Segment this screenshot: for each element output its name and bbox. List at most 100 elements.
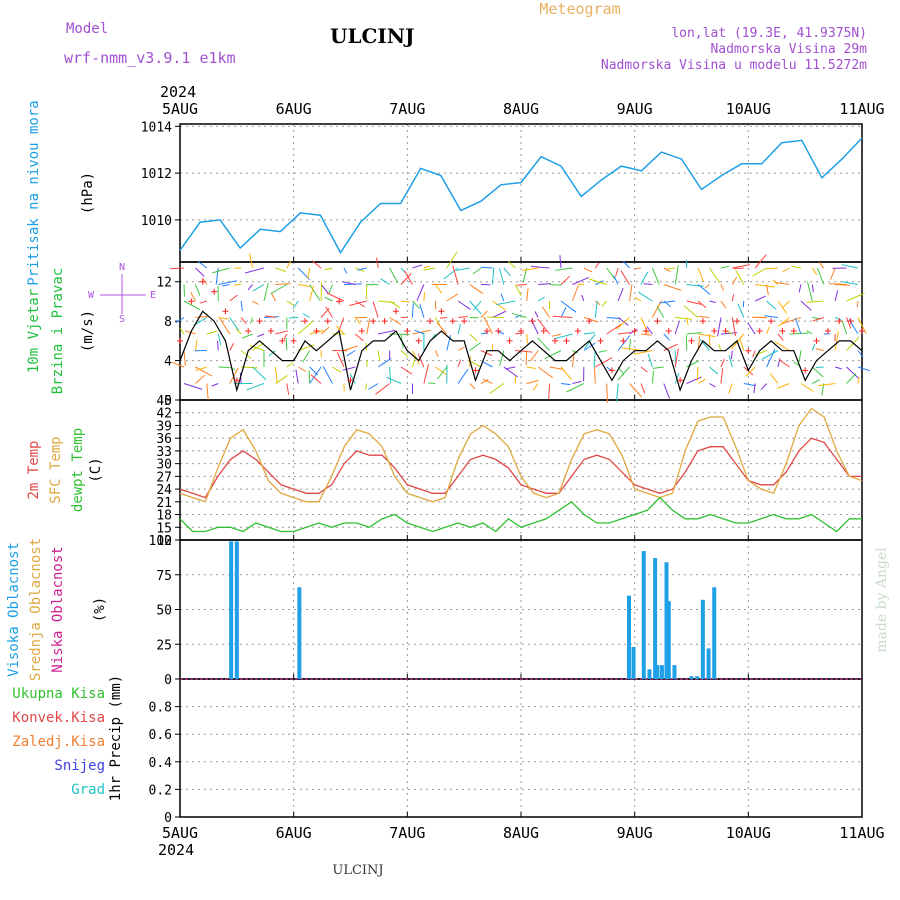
wind-arrow	[572, 350, 579, 354]
year-top: 2024	[160, 83, 196, 101]
day-axis-group: 5AUG 5AUG 6AUG 6AUG 7AUG 7AUG 8AUG 8AUG 9AUG 9AUG…	[162, 100, 885, 842]
day-label-bottom: 8AUG	[503, 824, 539, 842]
wind-arrow	[292, 300, 299, 309]
wind-arrow	[400, 350, 409, 358]
wind-arrow	[378, 329, 396, 335]
panel-unit: 1hr Precip (mm)	[108, 675, 124, 801]
wind-arrow	[288, 317, 299, 319]
wind-arrow	[760, 383, 767, 391]
wind-arrow	[222, 284, 230, 287]
gust-marker	[540, 328, 547, 334]
wind-arrow	[717, 317, 722, 337]
wind-arrow	[856, 300, 859, 308]
day-label-top: 5AUG	[162, 100, 198, 118]
wind-arrow	[332, 366, 342, 373]
wind-arrow	[777, 333, 784, 341]
wind-arrow	[616, 383, 619, 402]
cloud-bar	[689, 676, 694, 679]
wind-arrow	[818, 261, 825, 269]
wind-arrow	[583, 342, 596, 351]
gust-marker	[824, 328, 831, 334]
wind-arrow	[720, 358, 725, 368]
wind-arrow	[647, 353, 653, 368]
wind-arrow	[194, 339, 198, 351]
wind-arrow	[674, 348, 679, 368]
wind-arrow	[324, 296, 333, 302]
wind-arrow	[457, 300, 471, 310]
wind-arrow	[443, 267, 459, 280]
wind-arrow	[366, 318, 371, 335]
model-altitude-text: Nadmorska Visina u modelu 11.5272m	[601, 58, 867, 73]
gust-marker	[586, 318, 593, 325]
gust-marker	[290, 337, 297, 344]
wind-arrow	[357, 267, 367, 271]
wind-arrow	[812, 317, 824, 322]
wind-arrow	[412, 300, 421, 310]
wind-arrow	[566, 383, 585, 393]
wind-arrow	[505, 366, 516, 370]
wind-arrow	[437, 366, 448, 380]
wind-arrow	[195, 374, 206, 384]
wind-arrow	[532, 383, 539, 391]
panel-unit: (C)	[88, 457, 104, 482]
wind-arrow	[195, 366, 208, 372]
wind-arrow	[815, 348, 824, 351]
wind-arrow	[503, 267, 511, 277]
wind-arrow	[526, 333, 529, 344]
cloud-bar	[664, 562, 669, 679]
wind-arrow	[846, 336, 860, 351]
tick-label: 45	[156, 394, 172, 409]
wind-arrow	[183, 300, 201, 311]
gust-marker	[483, 328, 490, 334]
gust-marker	[859, 328, 865, 334]
wind-arrow	[583, 267, 593, 273]
tick-label: 1014	[141, 120, 172, 135]
gust-marker	[802, 367, 809, 374]
gust-marker	[324, 318, 331, 325]
wind-arrow	[197, 260, 208, 269]
wind-arrow	[252, 300, 259, 305]
wind-arrow	[616, 317, 630, 330]
tick-label: 0	[164, 394, 172, 409]
gust-marker	[233, 377, 240, 384]
wind-arrow	[436, 322, 448, 335]
wind-arrow	[320, 284, 329, 294]
gust-marker	[336, 298, 343, 305]
wind-arrow	[697, 267, 705, 283]
gust-marker	[722, 328, 729, 334]
wind-arrow	[775, 282, 790, 285]
wind-arrow	[633, 350, 653, 355]
wind-arrow	[709, 267, 721, 284]
wind-arrow	[686, 360, 700, 368]
gust-marker	[608, 367, 615, 374]
wind-arrow	[754, 295, 766, 302]
tick-label: 50	[156, 604, 172, 619]
gust-marker	[779, 328, 786, 334]
wind-arrow	[555, 267, 573, 271]
cloud-bar	[297, 587, 302, 679]
tick-label: 1012	[141, 167, 172, 182]
tick-label: 0.6	[149, 728, 172, 743]
panel-unit: (m/s)	[80, 310, 96, 352]
wind-arrow	[199, 300, 207, 304]
wind-arrow	[778, 317, 790, 327]
wind-arrow	[553, 333, 573, 340]
wind-arrows	[170, 251, 871, 403]
gust-marker	[711, 328, 718, 334]
wind-arrow	[548, 383, 551, 400]
wind-arrow	[637, 291, 653, 302]
wind-arrow	[423, 267, 436, 271]
tick-label: 39	[156, 419, 172, 434]
wind-arrow	[846, 373, 857, 384]
wind-arrow	[629, 383, 643, 398]
panel-cloud: 0 25 50 75 100	[149, 534, 863, 688]
panel-label: Srednja Oblacnost	[28, 538, 44, 681]
wind-arrow	[699, 339, 710, 351]
tick-label: 0.2	[149, 783, 172, 798]
wind-arrow	[811, 344, 816, 351]
wind-arrow	[560, 275, 571, 285]
wind-arrow	[794, 317, 802, 335]
gust-marker	[518, 328, 524, 334]
wind-arrow	[617, 317, 629, 326]
wind-arrow	[400, 273, 412, 285]
